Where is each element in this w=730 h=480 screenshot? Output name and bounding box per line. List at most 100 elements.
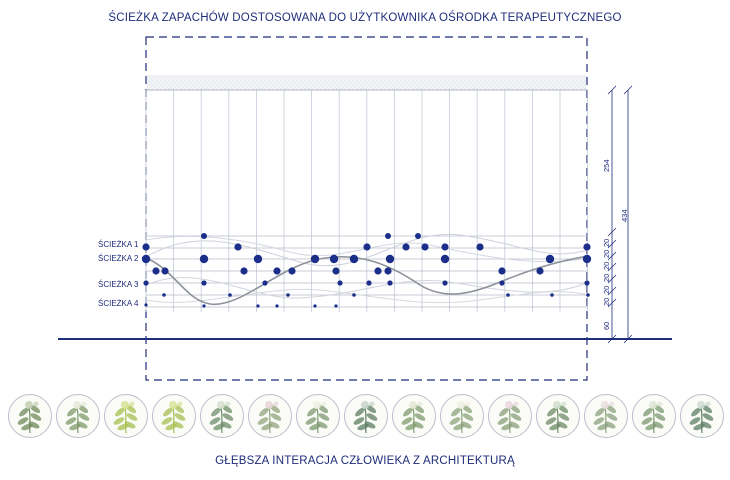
plant-illustration [497,401,522,434]
scent-point [329,254,339,264]
scent-point [442,280,448,286]
plant-stem [28,406,31,434]
plant-stem [268,406,271,434]
scent-point [141,254,151,264]
plant-flower [265,401,273,409]
plant-leaf [645,423,657,431]
plant-flower [177,401,183,407]
scent-point [499,280,505,286]
plant-leaf [453,423,465,431]
path-label-2: ŚCIEŻKA 2 [98,254,139,263]
scent-point [310,254,320,264]
thistle-plant-icon [680,394,724,438]
plant-leaf [117,423,129,431]
plant-leaf [451,407,461,417]
plant-stem [412,406,415,434]
plant-leaf [556,421,568,429]
plant-flower [505,401,513,409]
plant-leaf [220,421,232,429]
plant-stem [316,406,319,434]
plant-leaf [606,413,618,421]
plant-flower [25,401,33,409]
path-label-4: ŚCIEŻKA 4 [98,299,139,308]
plant-stem [652,406,655,434]
dim-434: 434 [620,209,629,222]
plant-illustration [113,401,138,434]
plant-leaf [30,413,42,421]
plant-flower [561,401,567,407]
plant-leaf [174,413,186,421]
scent-point [476,243,484,251]
sage-plant-icon [200,394,244,438]
plant-leaf [307,407,317,417]
plant-flower [649,401,657,409]
clover-plant-icon [56,394,100,438]
plant-stem [76,406,79,434]
scent-point [384,267,392,275]
plant-flower [313,401,321,409]
plant-leaf [115,407,125,417]
plant-leaf [172,421,184,429]
scent-point [142,243,150,251]
plant-leaf [654,413,666,421]
plant-flower [129,401,135,407]
scent-point [161,267,169,275]
scent-point [313,304,317,308]
scent-point [387,280,393,286]
plant-leaf [65,417,77,425]
dim-20a: 20 [602,239,611,247]
plant-leaf [222,413,234,421]
plant-leaf [401,417,413,425]
curve-light-1 [145,233,589,267]
scent-point [275,304,279,308]
plant-leaf [604,421,616,429]
plant-leaf [364,421,376,429]
plant-illustration [353,401,378,434]
plant-flower [169,401,177,409]
plant-leaf [508,421,520,429]
dim-20e: 20 [602,286,611,294]
scent-point [349,254,359,264]
scent-point [498,267,506,275]
dimension-labels: 254 434 60 20 20 20 20 20 20 [602,159,629,330]
plant-stem [700,406,703,434]
scent-point [199,254,209,264]
plant-leaf [318,413,330,421]
plant-stem [364,406,367,434]
plant-leaf [259,407,269,417]
plant-stem [172,406,175,434]
plant-leaf [693,423,705,431]
scent-point [421,243,429,251]
clover-plant-icon [392,394,436,438]
plant-flower [73,401,81,409]
plant-leaf [161,417,173,425]
plant-leaf [67,407,77,417]
plant-leaf [17,417,29,425]
scent-point [253,254,263,264]
scent-point [363,243,371,251]
plant-leaf [691,407,701,417]
plant-illustration [641,401,666,434]
plant-stem [604,406,607,434]
scent-point [584,280,590,286]
plant-illustration [401,401,426,434]
diagram-subtitle: GŁĘBSZA INTERACJA CZŁOWIEKA Z ARCHITEKTU… [215,455,515,467]
scent-point [352,293,356,297]
plant-flower [457,401,465,409]
plant-leaf [689,417,701,425]
plant-leaf [126,413,138,421]
plant-leaf [69,423,81,431]
plant-leaf [412,421,424,429]
plant-stem [556,406,559,434]
plant-leaf [211,407,221,417]
plant-flower [417,401,423,407]
plant-stem [124,406,127,434]
plant-leaf [366,413,378,421]
plant-leaf [462,413,474,421]
plant-leaf [305,417,317,425]
curve-light-3 [145,277,589,299]
plant-leaf [213,423,225,431]
plant-leaf [501,423,513,431]
scent-point [536,267,544,275]
scent-point [366,280,372,286]
